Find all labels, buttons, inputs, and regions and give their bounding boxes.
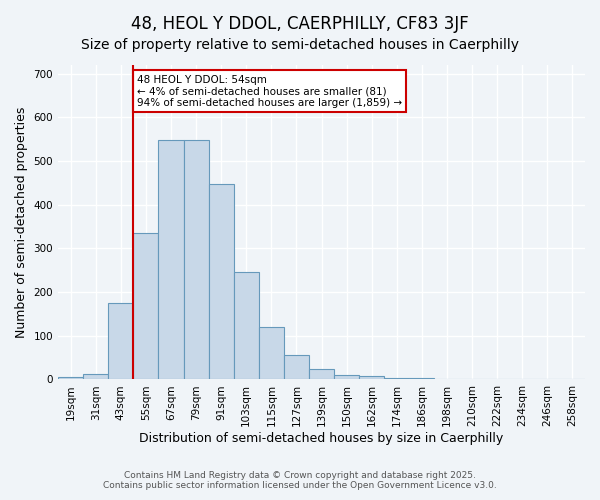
Text: 48 HEOL Y DDOL: 54sqm
← 4% of semi-detached houses are smaller (81)
94% of semi-: 48 HEOL Y DDOL: 54sqm ← 4% of semi-detac…	[137, 74, 402, 108]
Bar	[384, 378, 409, 380]
Text: Size of property relative to semi-detached houses in Caerphilly: Size of property relative to semi-detach…	[81, 38, 519, 52]
Text: Contains HM Land Registry data © Crown copyright and database right 2025.
Contai: Contains HM Land Registry data © Crown c…	[103, 470, 497, 490]
X-axis label: Distribution of semi-detached houses by size in Caerphilly: Distribution of semi-detached houses by …	[139, 432, 503, 445]
Bar	[184, 140, 209, 380]
Bar	[83, 374, 108, 380]
Bar	[284, 354, 309, 380]
Bar	[334, 375, 359, 380]
Bar	[158, 140, 184, 380]
Bar	[209, 184, 233, 380]
Bar	[108, 303, 133, 380]
Bar	[58, 378, 83, 380]
Y-axis label: Number of semi-detached properties: Number of semi-detached properties	[15, 106, 28, 338]
Bar	[259, 327, 284, 380]
Bar	[359, 376, 384, 380]
Bar	[133, 233, 158, 380]
Bar	[233, 272, 259, 380]
Bar	[409, 378, 434, 380]
Text: 48, HEOL Y DDOL, CAERPHILLY, CF83 3JF: 48, HEOL Y DDOL, CAERPHILLY, CF83 3JF	[131, 15, 469, 33]
Bar	[309, 368, 334, 380]
